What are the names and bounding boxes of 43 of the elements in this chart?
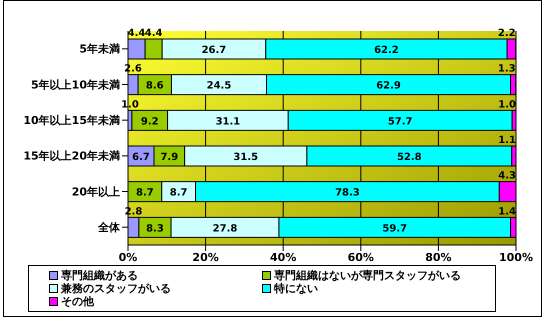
x-tick-label: 100%: [499, 250, 533, 264]
data-label: 62.2: [374, 45, 399, 56]
legend-label: その他: [61, 294, 94, 309]
data-label: 26.7: [202, 45, 226, 56]
data-label: 78.3: [335, 188, 360, 199]
data-label: 52.8: [396, 152, 422, 163]
data-label: 6.7: [132, 152, 150, 163]
data-label: 27.8: [212, 223, 238, 234]
data-label: 9.2: [140, 116, 159, 128]
x-tick-label: 60%: [348, 250, 374, 264]
data-label: 8.3: [146, 223, 164, 234]
legend-label: 専門組織がある: [61, 268, 138, 282]
data-label: 1.3: [498, 64, 516, 75]
data-label: 8.7: [170, 188, 188, 199]
data-label: 4.3: [498, 170, 516, 182]
data-label: 57.7: [388, 116, 413, 128]
data-label: 24.5: [206, 80, 232, 92]
data-label: 8.6: [146, 80, 164, 92]
legend-label: 専門組織はないが専門スタッフがいる: [274, 268, 461, 282]
legend-label: 兼務のスタッフがいる: [61, 282, 171, 296]
data-label: 31.1: [216, 116, 240, 128]
y-tick-label: 10年以上15年未満: [23, 114, 120, 128]
y-tick-label: 15年以上20年未満: [23, 150, 120, 163]
data-label: 59.7: [382, 223, 408, 234]
y-tick-label: 5年以上10年未満: [31, 78, 120, 92]
data-label: 1.4: [498, 206, 516, 218]
data-label: 1.1: [498, 135, 516, 146]
data-label: 2.2: [498, 28, 516, 39]
data-label: 1.0: [498, 99, 516, 110]
y-tick-label: 20年以上: [72, 185, 120, 198]
data-label: 4.4: [128, 28, 146, 39]
data-label: 31.5: [233, 152, 258, 163]
y-tick-label: 5年未満: [79, 42, 120, 56]
x-tick-label: 40%: [270, 250, 296, 264]
x-tick-label: 20%: [192, 250, 219, 264]
x-tick-label: 0%: [118, 250, 138, 264]
y-tick-label: 全体: [97, 221, 121, 234]
legend-label: 特にない: [274, 281, 318, 296]
data-label: 8.7: [136, 188, 154, 199]
data-label: 4.4: [144, 28, 163, 39]
x-tick-label: 80%: [425, 250, 452, 264]
data-label: 62.9: [376, 80, 401, 92]
data-label: 7.9: [160, 152, 178, 163]
